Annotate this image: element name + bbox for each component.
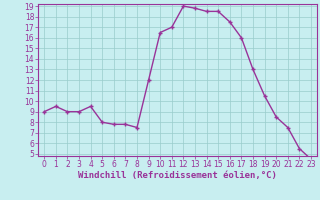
X-axis label: Windchill (Refroidissement éolien,°C): Windchill (Refroidissement éolien,°C) <box>78 171 277 180</box>
